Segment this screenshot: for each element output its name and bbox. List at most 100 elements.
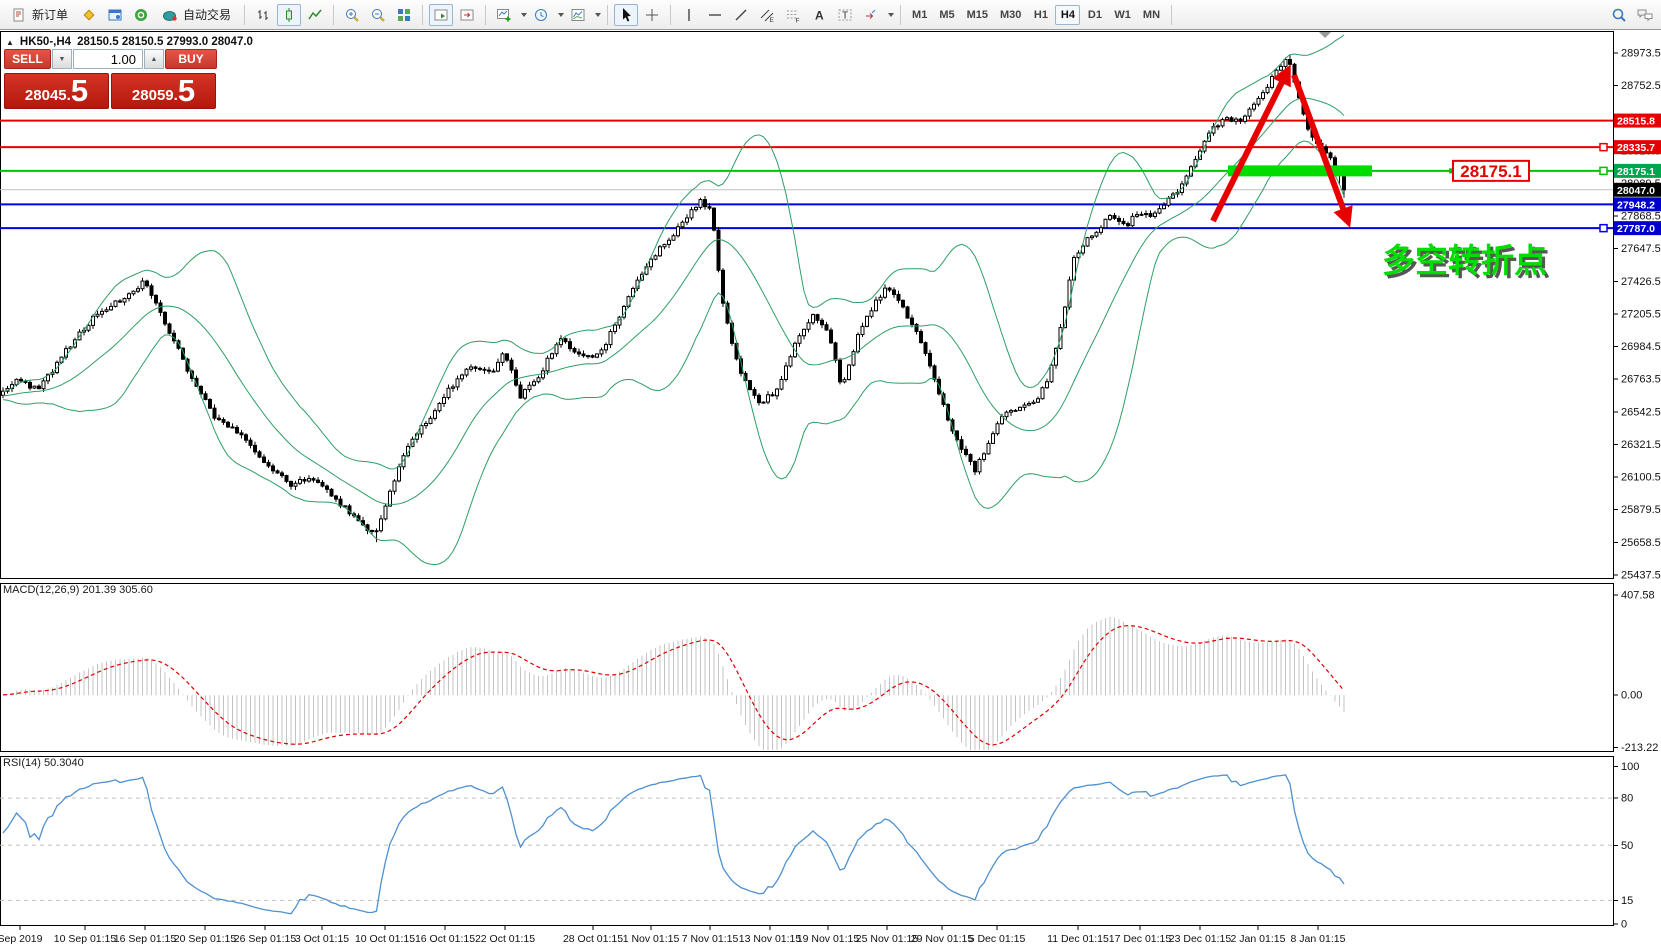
clock-icon xyxy=(535,8,548,21)
price-tag-label: 28335.7 xyxy=(1617,142,1655,154)
new-order-label: 新订单 xyxy=(32,8,69,22)
green-highlight-bar[interactable] xyxy=(1228,165,1372,177)
candle-body xyxy=(437,402,442,412)
candle-body xyxy=(1279,65,1283,71)
candle-body xyxy=(797,335,802,344)
periods-button[interactable] xyxy=(529,4,553,26)
hline-handle[interactable] xyxy=(1599,223,1608,233)
price-tag-28047.0 xyxy=(1614,182,1661,197)
candle-body xyxy=(1198,150,1202,160)
vertical-line-tool-button[interactable] xyxy=(677,4,701,26)
time-tick-label: Sep 2019 xyxy=(0,933,43,945)
indicators-button[interactable] xyxy=(492,4,516,26)
price-axis[interactable]: 28973.528752.528531.528310.528089.527868… xyxy=(1613,48,1661,582)
candle-body xyxy=(86,324,91,331)
indicators-dropdown-arrow[interactable] xyxy=(521,12,528,17)
chat-button[interactable] xyxy=(1633,4,1657,26)
candle-body xyxy=(698,199,703,208)
candle-body xyxy=(820,319,824,326)
candle-body xyxy=(1243,115,1247,122)
volume-input[interactable] xyxy=(73,49,143,69)
buy-price-box[interactable]: 28059. 5 xyxy=(111,73,216,109)
search-button[interactable] xyxy=(1607,4,1631,26)
community-button[interactable] xyxy=(129,4,153,26)
channel-tool-button[interactable]: E xyxy=(755,4,779,26)
timeframe-h1-button[interactable]: H1 xyxy=(1033,8,1048,21)
volume-decrease-button[interactable]: ▼ xyxy=(52,49,72,69)
horizontal-line-tool-button[interactable] xyxy=(703,4,727,26)
candle-body xyxy=(491,370,496,373)
line-chart-mode-button[interactable] xyxy=(303,4,327,26)
price-flag-box[interactable] xyxy=(1452,159,1530,182)
candle-body xyxy=(176,340,181,349)
toolbar-separator xyxy=(670,4,672,25)
timeframe-h4-button[interactable]: H4 xyxy=(1055,4,1081,25)
text-tool-button[interactable]: A xyxy=(807,4,831,26)
trend-arrow-up[interactable] xyxy=(1210,64,1291,223)
metaeditor-button[interactable] xyxy=(77,4,101,26)
time-tick-label: 7 Nov 01:15 xyxy=(682,933,739,945)
text-label-tool-button[interactable]: T xyxy=(833,4,857,26)
zoom-in-button[interactable] xyxy=(340,4,364,26)
candle-body xyxy=(104,309,109,312)
sell-button[interactable]: SELL xyxy=(4,49,51,69)
candle-body xyxy=(1135,214,1139,217)
timeframe-mn-button[interactable]: MN xyxy=(1142,8,1161,21)
candles xyxy=(1,55,1346,543)
new-chart-button[interactable] xyxy=(103,4,127,26)
candle-body xyxy=(932,365,937,380)
sell-price-frac: 5 xyxy=(70,73,89,108)
candle-body xyxy=(127,293,131,299)
rsi-axis[interactable]: 100 80 50 15 0 xyxy=(1613,761,1639,931)
new-order-button[interactable]: 新订单 xyxy=(4,4,75,26)
templates-dropdown-arrow[interactable] xyxy=(595,12,602,17)
timeframe-w1-button[interactable]: W1 xyxy=(1114,8,1131,21)
arrows-tool-button[interactable] xyxy=(859,4,883,26)
arrows-dropdown-arrow[interactable] xyxy=(888,12,895,17)
candle-body xyxy=(262,456,266,463)
timeframe-m5-button[interactable]: M5 xyxy=(939,8,955,21)
crosshair-tool-button[interactable] xyxy=(640,4,664,26)
hline-handle[interactable] xyxy=(1599,142,1608,152)
candle-body xyxy=(1,390,5,396)
timeframe-m30-button[interactable]: M30 xyxy=(1000,8,1022,21)
candle-body xyxy=(586,355,590,358)
candle-body xyxy=(716,229,721,271)
candle-body xyxy=(545,357,550,372)
window-expand-marker-icon[interactable] xyxy=(1319,32,1331,38)
fibonacci-tool-button[interactable]: F xyxy=(781,4,805,26)
price-tag-label: 28047.0 xyxy=(1617,185,1655,197)
rsi-tick-label: 0 xyxy=(1621,919,1627,931)
auto-scroll-button[interactable] xyxy=(429,3,454,26)
tile-windows-button[interactable] xyxy=(392,4,416,26)
chart-shift-button[interactable] xyxy=(455,4,479,26)
timeframe-m1-button[interactable]: M1 xyxy=(912,8,928,21)
hline-handle[interactable] xyxy=(1599,166,1608,176)
price-tag-28175.1 xyxy=(1614,163,1661,178)
timeframe-m15-button[interactable]: M15 xyxy=(966,8,988,21)
note-text[interactable]: 多空转折点 xyxy=(1382,242,1547,279)
candle-body xyxy=(1090,235,1094,239)
candle-body xyxy=(676,226,680,237)
cursor-tool-button[interactable] xyxy=(614,3,639,26)
volume-increase-button[interactable]: ▲ xyxy=(144,49,164,69)
bar-chart-mode-button[interactable] xyxy=(251,4,275,26)
sell-price-box[interactable]: 28045. 5 xyxy=(4,73,109,109)
time-tick-label: 3 Oct 01:15 xyxy=(295,933,349,945)
candlestick-mode-button[interactable] xyxy=(277,3,302,26)
timeframe-d1-button[interactable]: D1 xyxy=(1087,8,1102,21)
buy-button[interactable]: BUY xyxy=(165,49,217,69)
zoom-out-button[interactable] xyxy=(366,4,390,26)
candle-body xyxy=(1013,409,1018,412)
price-tick-label: 27647.5 xyxy=(1621,243,1661,255)
templates-button[interactable] xyxy=(566,4,590,26)
trendline-tool-button[interactable] xyxy=(729,4,753,26)
autotrading-button[interactable]: 自动交易 xyxy=(155,4,238,26)
candle-body xyxy=(514,369,518,386)
periods-dropdown-arrow[interactable] xyxy=(558,12,565,17)
macd-axis[interactable]: 407.58 0.00 -213.22 xyxy=(1613,589,1658,754)
flag-anchor-handle[interactable] xyxy=(1449,168,1454,174)
trend-arrow-down[interactable] xyxy=(1291,73,1353,228)
